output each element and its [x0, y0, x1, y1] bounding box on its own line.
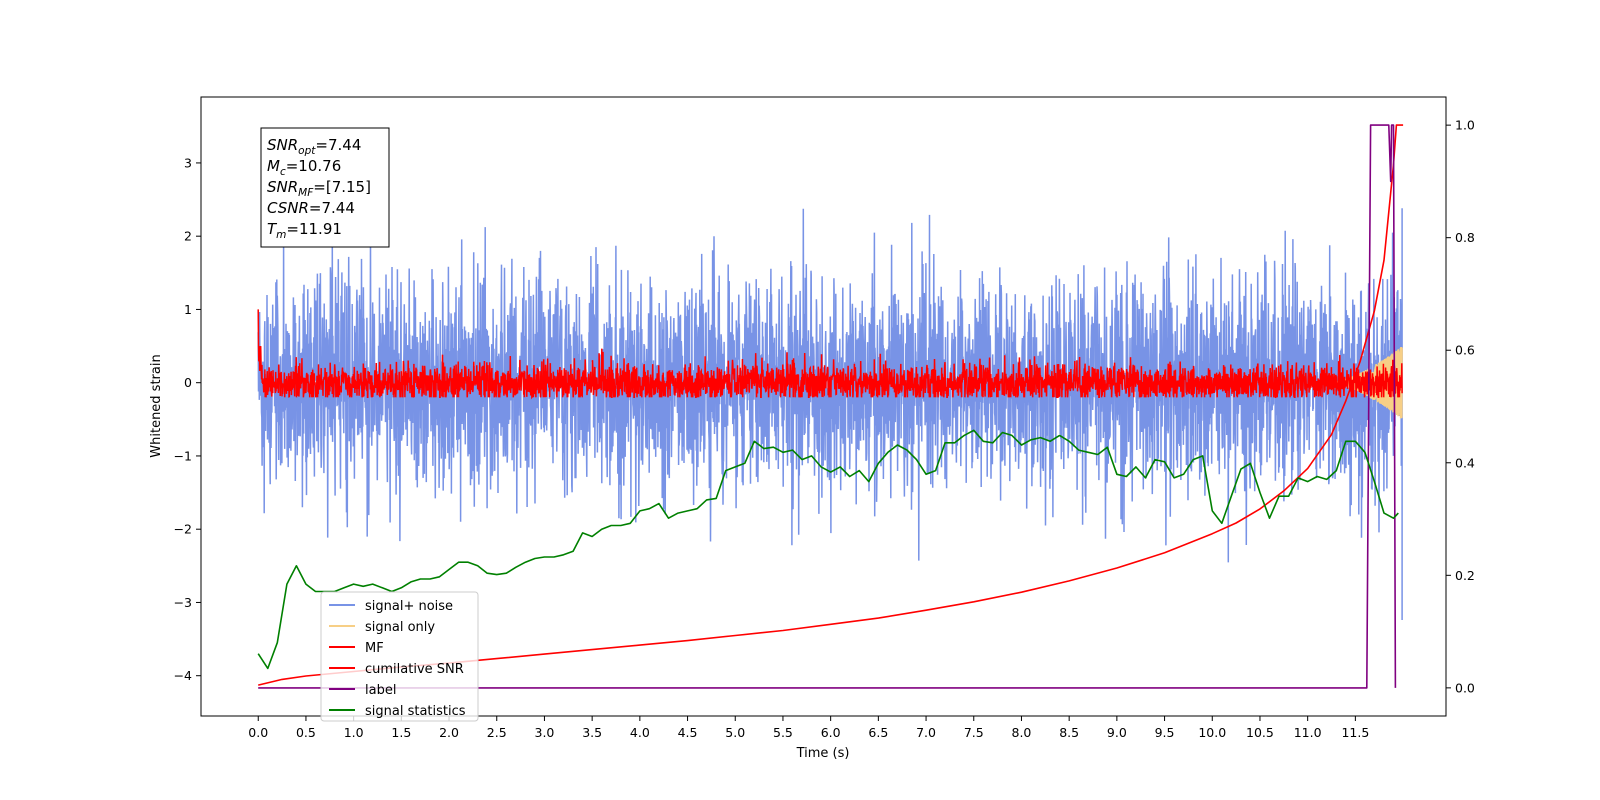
- x-tick-label: 1.0: [344, 725, 364, 740]
- x-tick-label: 6.5: [868, 725, 888, 740]
- x-tick-label: 0.5: [296, 725, 316, 740]
- y-tick-label: 3: [184, 155, 192, 170]
- legend: signal+ noise signal only MF cumilative SNR…: [320, 591, 479, 722]
- x-tick-label: 7.0: [916, 725, 936, 740]
- x-tick-label: 8.5: [1059, 725, 1079, 740]
- x-tick-label: 2.0: [439, 725, 459, 740]
- x-tick-label: 9.0: [1107, 725, 1127, 740]
- x-tick-label: 1.5: [391, 725, 411, 740]
- annotation-line: SNRopt=7.44: [267, 136, 361, 157]
- y-tick-label: −3: [174, 595, 192, 610]
- annotation-value: =11.91: [286, 220, 342, 238]
- annotation-value: =10.76: [286, 157, 342, 175]
- y2-tick-label: 0.4: [1455, 455, 1475, 470]
- annotation-line: Mc=10.76: [267, 157, 341, 178]
- series-signal-noise: [257, 208, 1403, 620]
- y-tick-label: −1: [174, 448, 192, 463]
- annotation-symbol: T: [267, 220, 278, 238]
- x-tick-label: 10.0: [1198, 725, 1226, 740]
- y-tick-label: −4: [174, 668, 192, 683]
- y-tick-label: 1: [184, 302, 192, 317]
- x-axis-label: Time (s): [796, 746, 850, 761]
- x-tick-label: 0.0: [248, 725, 268, 740]
- y-tick-label: 2: [184, 229, 192, 244]
- x-tick-label: 10.5: [1246, 725, 1274, 740]
- annotation-symbol: SNR: [267, 178, 298, 196]
- y2-axis-ticks: 1.0 0.8 0.6 0.4 0.2 0.0: [1446, 118, 1475, 695]
- annotation-subscript: m: [276, 229, 286, 241]
- y-tick-label: −2: [174, 522, 192, 537]
- y-tick-label: 0: [184, 375, 192, 390]
- y-axis-ticks: 3 2 1 0 −1 −2 −3 −4: [174, 155, 201, 683]
- x-tick-label: 7.5: [964, 725, 984, 740]
- annotation-subscript: c: [280, 166, 286, 178]
- annotation-line: Tm=11.91: [267, 220, 342, 241]
- annotation-line: CSNR=7.44: [267, 199, 355, 217]
- x-tick-label: 5.5: [773, 725, 793, 740]
- annotation-symbol: M: [267, 157, 280, 175]
- x-tick-label: 3.5: [582, 725, 602, 740]
- legend-label: cumilative SNR: [365, 662, 464, 677]
- x-tick-label: 8.0: [1012, 725, 1032, 740]
- legend-label: signal+ noise: [365, 599, 453, 614]
- x-axis-ticks: 0.0 0.5 1.0 1.5 2.0 2.5 3.0 3.5 4.0 4.5 5.0 5.5 6.0 6…: [248, 716, 1369, 740]
- legend-frame: [320, 591, 479, 722]
- axes-frame: [200, 96, 1447, 717]
- stats-annotation-box: SNRopt=7.44Mc=10.76SNRMF=[7.15]CSNR=7.44…: [260, 127, 390, 248]
- x-tick-label: 6.0: [821, 725, 841, 740]
- y2-tick-label: 0.8: [1455, 230, 1475, 245]
- legend-label: signal statistics: [365, 704, 466, 719]
- y-axis-label: Whitened strain: [149, 354, 164, 457]
- x-tick-label: 9.5: [1155, 725, 1175, 740]
- x-tick-label: 11.5: [1341, 725, 1369, 740]
- legend-label: signal only: [365, 620, 435, 635]
- annotation-subscript: opt: [298, 145, 316, 157]
- annotation-value: =[7.15]: [313, 178, 371, 196]
- x-tick-label: 11.0: [1294, 725, 1322, 740]
- series-mf: [257, 309, 1403, 400]
- y2-tick-label: 0.0: [1455, 680, 1475, 695]
- x-tick-label: 4.0: [630, 725, 650, 740]
- annotation-line: SNRMF=[7.15]: [267, 178, 371, 199]
- x-tick-label: 3.0: [535, 725, 555, 740]
- annotation-symbol: CSNR: [267, 199, 309, 217]
- annotation-symbol: SNR: [267, 136, 298, 154]
- y2-tick-label: 1.0: [1455, 118, 1475, 133]
- series-signal-statistics: [257, 429, 1399, 670]
- annotation-value: =7.44: [315, 136, 361, 154]
- x-tick-label: 5.0: [725, 725, 745, 740]
- annotation-value: =7.44: [309, 199, 355, 217]
- y2-tick-label: 0.2: [1455, 568, 1475, 583]
- annotation-frame: [260, 127, 390, 248]
- y2-tick-label: 0.6: [1455, 343, 1475, 358]
- annotation-subscript: MF: [298, 187, 314, 199]
- series-label: [258, 124, 1397, 689]
- legend-label: MF: [365, 641, 384, 656]
- legend-label: label: [365, 683, 396, 698]
- x-tick-label: 4.5: [678, 725, 698, 740]
- x-tick-label: 2.5: [487, 725, 507, 740]
